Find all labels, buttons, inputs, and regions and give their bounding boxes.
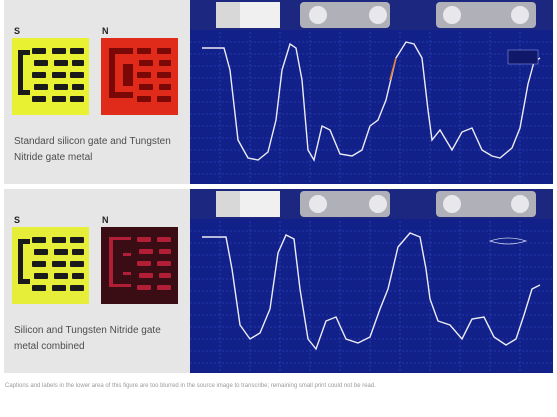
sample-label-s: S	[14, 26, 21, 36]
swatch-s-image	[12, 38, 89, 115]
sample-label-s: S	[14, 215, 21, 225]
sample-area: S N	[4, 189, 190, 373]
sample-area: S N	[4, 0, 190, 184]
sample-label-n: N	[102, 26, 109, 36]
oscilloscope-screen	[190, 0, 553, 184]
oscilloscope-display	[190, 0, 553, 184]
swatch-s-image	[12, 227, 89, 304]
panel-caption: Silicon and Tungsten Nitride gate metal …	[14, 325, 161, 352]
swatch-n-image	[101, 38, 178, 115]
panel-caption: Standard silicon gate and Tungsten Nitri…	[14, 136, 171, 163]
swatch-n-image	[101, 227, 178, 304]
comparison-panel-standard: S N	[4, 0, 553, 184]
oscilloscope-display	[190, 189, 553, 373]
sample-label-n: N	[102, 215, 109, 225]
oscilloscope-screen	[190, 189, 553, 373]
figure-footnote: Captions and labels in the lower area of…	[5, 383, 376, 389]
comparison-panel-combined: S N	[4, 189, 553, 373]
